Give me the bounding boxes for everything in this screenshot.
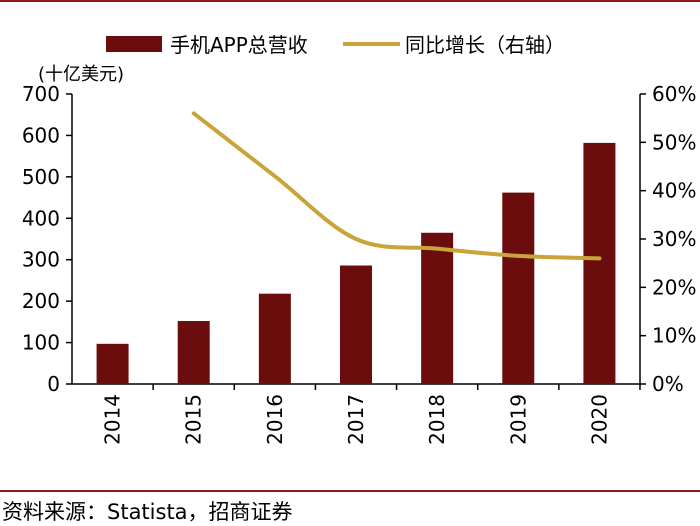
y-axis-unit-label: (十亿美元): [38, 64, 124, 85]
left-tick-label: 100: [22, 331, 60, 355]
x-tick-label: 2019: [506, 394, 530, 445]
x-tick-label: 2015: [182, 394, 206, 445]
x-tick-label: 2018: [425, 394, 449, 445]
bar: [177, 321, 210, 384]
source-note: 资料来源：Statista，招商证券: [2, 500, 293, 524]
x-tick-label: 2020: [587, 394, 611, 445]
right-tick-label: 0%: [652, 372, 684, 396]
growth-line: [191, 111, 602, 261]
bar: [502, 192, 535, 384]
right-tick-label: 20%: [652, 275, 696, 299]
right-tick-label: 60%: [652, 82, 696, 106]
legend-label-bar: 手机APP总营收: [170, 33, 308, 57]
left-tick-label: 200: [22, 289, 60, 313]
x-tick-label: 2014: [101, 394, 125, 445]
legend-swatch-bar: [106, 36, 162, 52]
x-tick-label: 2017: [344, 394, 368, 445]
bar: [583, 142, 616, 384]
left-tick-label: 400: [22, 206, 60, 230]
left-tick-label: 500: [22, 165, 60, 189]
left-tick-label: 600: [22, 123, 60, 147]
bar: [258, 293, 291, 384]
left-tick-label: 700: [22, 82, 60, 106]
left-tick-label: 300: [22, 248, 60, 272]
x-tick-label: 2016: [263, 394, 287, 445]
right-tick-label: 10%: [652, 324, 696, 348]
right-tick-label: 40%: [652, 179, 696, 203]
bar: [340, 265, 372, 384]
bar: [421, 232, 454, 384]
legend-label-line: 同比增长（右轴）: [405, 33, 565, 57]
left-tick-label: 0: [47, 372, 60, 396]
chart: 手机APP总营收 同比增长（右轴） (十亿美元) 0 100 200 300 400 50…: [22, 33, 697, 445]
top-rule: [0, 0, 700, 2]
right-tick-label: 50%: [652, 130, 696, 154]
bar: [96, 343, 129, 384]
right-tick-label: 30%: [652, 227, 696, 251]
bottom-rule: [0, 490, 700, 492]
